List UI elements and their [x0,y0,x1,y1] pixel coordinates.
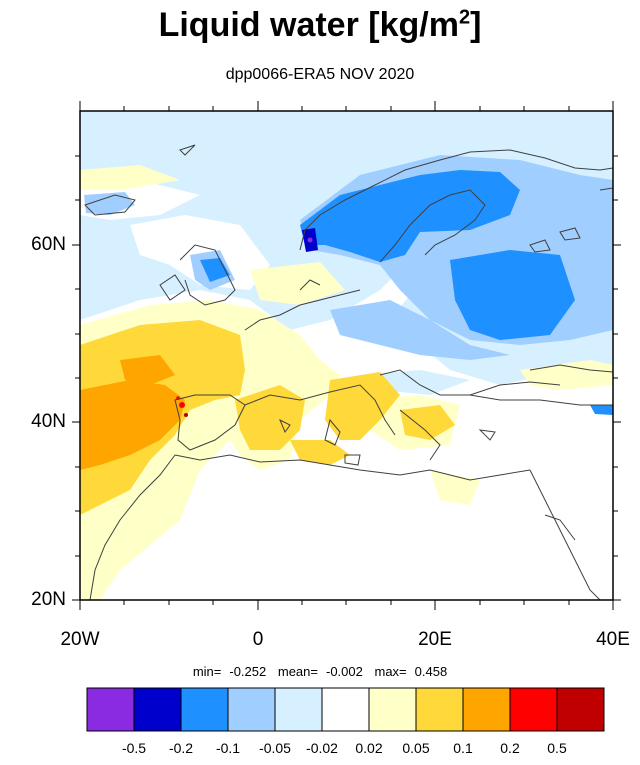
colorbar [86,687,605,732]
colorbar-label: 0.05 [402,740,430,756]
colorbar-label: -0.05 [259,740,291,756]
colorbar-swatch [227,687,276,732]
colorbar-label: -0.1 [215,740,241,756]
max-value: 0.458 [414,664,448,679]
colorbar-swatch [86,687,135,732]
x-tick-label: 20W [60,629,100,650]
colorbar-label: 0.1 [453,740,473,756]
colorbar-label: -0.5 [121,740,147,756]
y-tick-label: 60N [31,234,66,255]
axis-ticks [72,101,621,610]
field-statistics: min= -0.252 mean= -0.002 max= 0.458 [0,664,640,679]
colorbar-swatch [133,687,182,732]
chart-title: Liquid water [kg/m2] [158,6,482,44]
colorbar-label: -0.2 [168,740,194,756]
min-value: -0.252 [229,664,267,679]
min-label: min= [192,664,222,679]
colorbar-label: 0.2 [500,740,520,756]
colorbar-label: 0.02 [355,740,383,756]
mean-value: -0.002 [325,664,363,679]
colorbar-swatch [462,687,511,732]
mean-label: mean= [277,664,318,679]
colorbar-swatch [321,687,370,732]
colorbar-swatch [556,687,605,732]
colorbar-swatch [274,687,323,732]
y-tick-label: 20N [31,589,66,610]
max-label: max= [374,664,407,679]
colorbar-swatch [180,687,229,732]
colorbar-label: -0.02 [306,740,338,756]
x-tick-label: 20E [418,629,452,650]
colorbar-label: 0.5 [547,740,567,756]
colorbar-swatch [415,687,464,732]
chart-subtitle: dpp0066-ERA5 NOV 2020 [225,66,415,83]
colorbar-swatch [509,687,558,732]
colorbar-swatch [368,687,417,732]
y-tick-label: 40N [31,411,66,432]
x-tick-label: 40E [596,629,630,650]
x-tick-label: 0 [252,629,264,650]
map-field [80,111,613,600]
